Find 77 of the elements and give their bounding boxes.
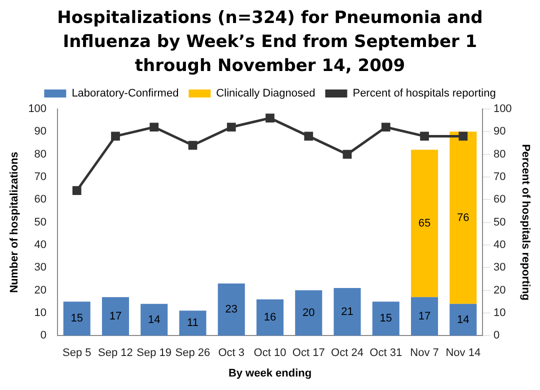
x-tick-label: Sep 12: [98, 347, 133, 360]
y2-tick-label: 0: [493, 330, 500, 342]
y-axis-title: Number of hospitalizations: [8, 152, 21, 293]
data-label: 76: [457, 212, 470, 224]
x-tick-label: Oct 3: [218, 347, 245, 360]
bar: [140, 304, 168, 336]
y-tick-label: 20: [34, 284, 47, 296]
chart-title: Hospitalizations (n=324) for Pneumonia and Influenza by Week’s End from September 1 through November 14, 2009: [56, 7, 484, 78]
data-label: 65: [418, 217, 431, 230]
bar: [63, 302, 90, 336]
data-label: 15: [380, 312, 392, 325]
bar: [334, 288, 361, 336]
x-tick-label: Nov 14: [446, 347, 481, 360]
y2-tick-label: 90: [493, 126, 506, 138]
y-tick-label: 50: [34, 216, 47, 228]
bar: [450, 132, 477, 304]
x-tick-label: Oct 24: [331, 347, 364, 360]
y2-tick-label: 80: [493, 148, 506, 160]
y-tick-label: 30: [34, 262, 47, 274]
point: [266, 114, 274, 122]
y-tick-label: 100: [28, 103, 47, 116]
y-tick-label: 90: [34, 126, 47, 138]
data-label: 14: [457, 314, 470, 326]
legend-label: Clinically Diagnosed: [216, 88, 316, 100]
y2-tick-label: 10: [493, 306, 506, 319]
point: [342, 150, 352, 159]
point: [226, 122, 236, 132]
x-tick-label: Oct 17: [292, 347, 325, 360]
x-tick-label: Sep 26: [175, 347, 210, 360]
y-tick-label: 0: [40, 330, 47, 342]
point: [458, 132, 468, 141]
y-tick-label: 40: [34, 238, 47, 251]
bar: [295, 290, 322, 336]
y2-tick-label: 60: [493, 194, 506, 206]
bar: [179, 310, 206, 336]
y2-tick-label: 50: [493, 216, 506, 228]
point: [304, 132, 314, 141]
data-label: 17: [109, 310, 122, 322]
x-tick-label: Oct 10: [254, 347, 286, 360]
y-tick-label: 60: [34, 194, 47, 206]
point: [381, 122, 390, 132]
bar: [410, 150, 438, 298]
bar: [256, 299, 284, 336]
bar: [218, 283, 245, 336]
y-tick-label: 70: [34, 171, 47, 184]
y2-tick-label: 100: [493, 103, 512, 116]
data-label: 17: [418, 310, 431, 322]
bar: [372, 302, 400, 336]
x-tick-label: Nov 7: [410, 347, 439, 360]
bar: [450, 304, 477, 336]
point: [188, 140, 198, 150]
bar: [410, 297, 438, 336]
y2-tick-label: 30: [493, 262, 506, 274]
y-tick-label: 80: [34, 148, 47, 160]
y-tick-label: 10: [34, 306, 47, 319]
data-label: 23: [225, 304, 238, 316]
data-label: 15: [70, 312, 83, 325]
x-tick-label: Sep 19: [136, 347, 172, 360]
data-label: 20: [302, 306, 315, 319]
data-label: 14: [148, 314, 160, 326]
y2-tick-label: 70: [493, 171, 506, 184]
legend-label: Laboratory-Confirmed: [72, 88, 179, 100]
point: [420, 132, 429, 141]
y2-tick-label: 40: [493, 238, 506, 251]
y2-tick-label: 20: [493, 284, 506, 296]
legend-label: Percent of hospitals reporting: [352, 88, 496, 100]
bar: [102, 297, 130, 336]
x-axis-title: By week ending: [228, 367, 312, 380]
x-tick-label: Oct 31: [370, 347, 402, 360]
point: [150, 122, 159, 132]
y2-axis-title: Percent of hospitals reporting: [519, 144, 532, 301]
data-label: 21: [341, 306, 354, 318]
x-tick-label: Sep 5: [62, 347, 92, 360]
point: [72, 186, 82, 196]
data-label: 16: [264, 312, 276, 324]
point: [111, 132, 120, 141]
data-label: 11: [187, 317, 198, 330]
